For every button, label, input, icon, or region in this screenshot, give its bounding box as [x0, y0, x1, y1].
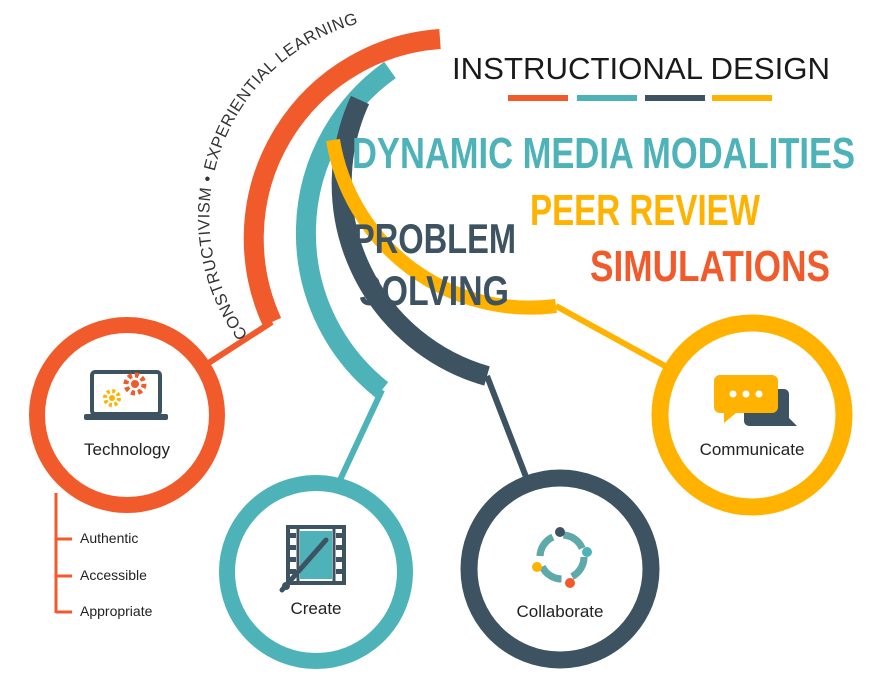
- arc-orange: [243, 29, 441, 327]
- node-technology-label: Technology: [84, 440, 171, 459]
- node-collaborate: Collaborate: [460, 469, 660, 669]
- keyword-simulations: SIMULATIONS: [590, 242, 830, 291]
- film-brush-icon: [279, 525, 346, 593]
- node-communicate: Communicate: [651, 314, 853, 516]
- keyword-problem: PROBLEM: [353, 215, 516, 262]
- page-title: INSTRUCTIONAL DESIGN: [452, 51, 830, 86]
- node-communicate-label: Communicate: [700, 440, 805, 459]
- color-bar-yellow: [712, 95, 772, 101]
- connector-create: [337, 388, 385, 482]
- node-create-label: Create: [290, 599, 341, 618]
- technology-sub-list: Authentic Accessible Appropriate: [54, 493, 153, 619]
- sub-item-accessible: Accessible: [80, 567, 147, 583]
- title-color-bars: [508, 95, 772, 101]
- laptop-gears-icon: [84, 370, 168, 420]
- connectors: [188, 303, 678, 484]
- node-collaborate-label: Collaborate: [517, 602, 604, 621]
- keyword-dynamic-media: DYNAMIC MEDIA MODALITIES: [352, 129, 855, 178]
- people-circle-icon: [532, 527, 592, 588]
- arc-slate: [331, 95, 490, 386]
- color-bar-slate: [645, 95, 705, 101]
- color-bar-teal: [577, 95, 637, 101]
- keyword-peer-review: PEER REVIEW: [530, 186, 760, 235]
- concentric-arcs: [243, 29, 557, 398]
- sub-item-authentic: Authentic: [80, 530, 138, 546]
- connector-communicate: [554, 303, 678, 375]
- arc-yellow: [326, 138, 557, 315]
- color-bar-orange: [508, 95, 568, 101]
- node-technology: Technology: [29, 317, 225, 513]
- keyword-solving: SOLVING: [359, 267, 509, 314]
- sub-item-appropriate: Appropriate: [80, 603, 153, 619]
- chat-bubbles-icon: [714, 375, 797, 426]
- node-create: Create: [219, 475, 413, 669]
- node-collaborate-ring: [460, 469, 660, 669]
- connector-collaborate: [484, 374, 531, 484]
